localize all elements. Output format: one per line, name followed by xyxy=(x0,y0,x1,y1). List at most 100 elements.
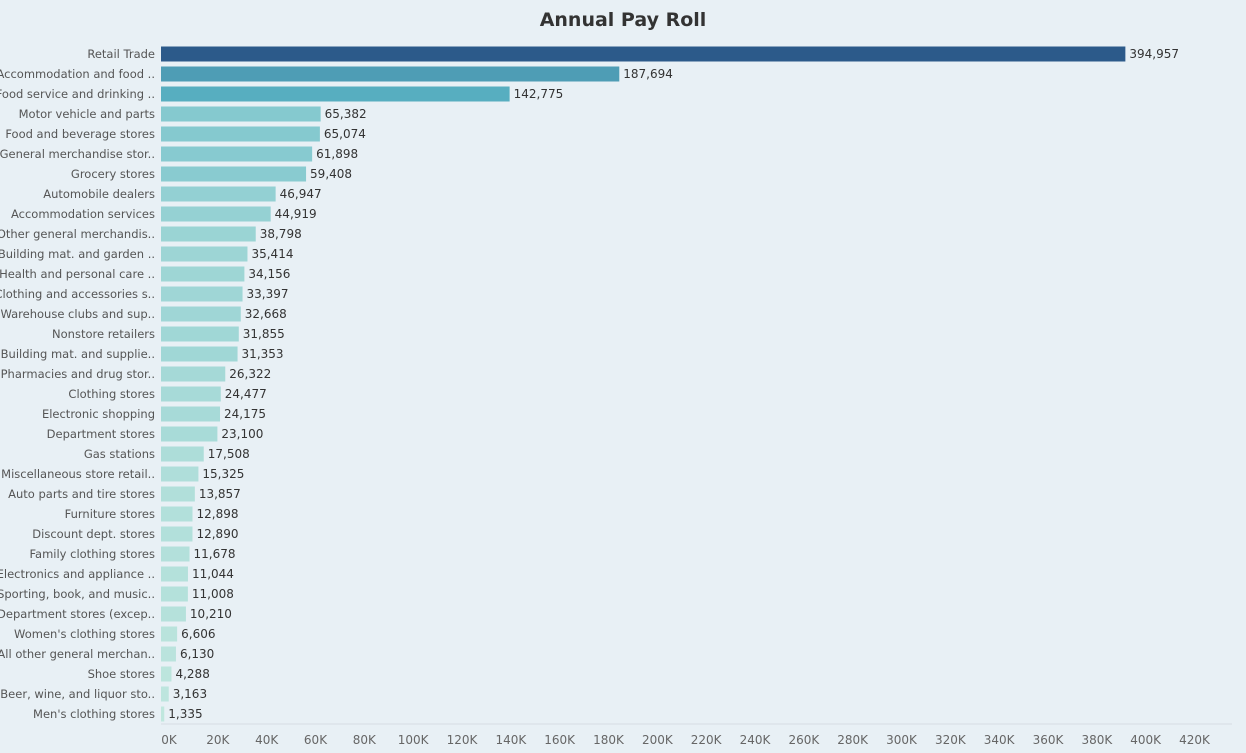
value-label: 187,694 xyxy=(623,67,673,81)
value-label: 23,100 xyxy=(221,427,263,441)
bar[interactable] xyxy=(161,506,193,522)
category-label: Discount dept. stores xyxy=(32,527,155,541)
category-label: Food service and drinking .. xyxy=(0,87,155,101)
category-label: Warehouse clubs and sup.. xyxy=(0,307,155,321)
category-label: Men's clothing stores xyxy=(33,707,155,721)
x-tick-label: 360K xyxy=(1033,733,1065,747)
value-label: 34,156 xyxy=(248,267,290,281)
bar[interactable] xyxy=(161,46,1126,62)
category-label: Sporting, book, and music.. xyxy=(0,587,155,601)
category-label: Automobile dealers xyxy=(43,187,155,201)
value-label: 6,130 xyxy=(180,647,214,661)
bar[interactable] xyxy=(161,306,241,322)
value-label: 59,408 xyxy=(310,167,352,181)
x-tick-label: 40K xyxy=(255,733,279,747)
x-tick-label: 260K xyxy=(788,733,820,747)
category-label: Shoe stores xyxy=(88,667,155,681)
value-label: 13,857 xyxy=(199,487,241,501)
x-tick-label: 100K xyxy=(398,733,430,747)
value-label: 24,477 xyxy=(225,387,267,401)
bar[interactable] xyxy=(161,666,172,682)
category-label: Department stores (excep.. xyxy=(0,607,155,621)
x-tick-label: 220K xyxy=(691,733,723,747)
value-label: 3,163 xyxy=(173,687,207,701)
bar[interactable] xyxy=(161,286,243,302)
x-tick-label: 160K xyxy=(544,733,576,747)
category-label: Accommodation services xyxy=(11,207,155,221)
chart-title: Annual Pay Roll xyxy=(539,9,707,31)
x-tick-label: 80K xyxy=(353,733,377,747)
bar[interactable] xyxy=(161,186,276,202)
bar[interactable] xyxy=(161,326,239,342)
category-label: Building mat. and supplie.. xyxy=(1,347,155,361)
category-label: Food and beverage stores xyxy=(5,127,155,141)
x-tick-label: 400K xyxy=(1130,733,1162,747)
value-label: 26,322 xyxy=(229,367,271,381)
value-label: 38,798 xyxy=(260,227,302,241)
bar[interactable] xyxy=(161,486,195,502)
x-tick-label: 420K xyxy=(1179,733,1211,747)
value-label: 4,288 xyxy=(175,667,209,681)
value-label: 142,775 xyxy=(514,87,564,101)
bar[interactable] xyxy=(161,466,199,482)
bar[interactable] xyxy=(161,346,238,362)
bar[interactable] xyxy=(161,546,190,562)
bar[interactable] xyxy=(161,246,248,262)
x-tick-label: 0K xyxy=(161,733,178,747)
category-label: Electronics and appliance .. xyxy=(0,567,155,581)
bar[interactable] xyxy=(161,706,165,722)
bar[interactable] xyxy=(161,606,186,622)
category-label: Building mat. and garden .. xyxy=(0,247,155,261)
bar[interactable] xyxy=(161,626,178,642)
bar[interactable] xyxy=(161,426,218,442)
bar[interactable] xyxy=(161,386,221,402)
bar[interactable] xyxy=(161,146,313,162)
bar[interactable] xyxy=(161,106,321,122)
bar[interactable] xyxy=(161,126,320,142)
category-label: Health and personal care .. xyxy=(0,267,155,281)
value-label: 31,855 xyxy=(243,327,285,341)
category-label: Nonstore retailers xyxy=(52,327,155,341)
value-label: 6,606 xyxy=(181,627,215,641)
value-label: 11,044 xyxy=(192,567,234,581)
bar[interactable] xyxy=(161,406,221,422)
bar[interactable] xyxy=(161,686,169,702)
bar[interactable] xyxy=(161,366,226,382)
bar[interactable] xyxy=(161,86,510,102)
bar[interactable] xyxy=(161,586,188,602)
value-label: 33,397 xyxy=(247,287,289,301)
value-label: 32,668 xyxy=(245,307,287,321)
bar[interactable] xyxy=(161,206,271,222)
category-label: Retail Trade xyxy=(87,47,155,61)
bar[interactable] xyxy=(161,266,245,282)
value-label: 17,508 xyxy=(208,447,250,461)
value-label: 31,353 xyxy=(242,347,284,361)
x-tick-label: 20K xyxy=(206,733,230,747)
value-label: 394,957 xyxy=(1129,47,1179,61)
category-label: Department stores xyxy=(47,427,155,441)
category-label: Furniture stores xyxy=(65,507,155,521)
category-label: General merchandise stor.. xyxy=(0,147,155,161)
category-label: Motor vehicle and parts xyxy=(19,107,155,121)
category-label: Gas stations xyxy=(84,447,155,461)
bar[interactable] xyxy=(161,226,256,242)
bar[interactable] xyxy=(161,566,188,582)
x-tick-label: 240K xyxy=(740,733,772,747)
x-tick-label: 200K xyxy=(642,733,674,747)
value-label: 65,074 xyxy=(324,127,366,141)
value-label: 11,008 xyxy=(192,587,234,601)
category-label: Miscellaneous store retail.. xyxy=(1,467,155,481)
bar[interactable] xyxy=(161,446,204,462)
category-label: Accommodation and food .. xyxy=(0,67,155,81)
bar[interactable] xyxy=(161,66,620,82)
x-tick-label: 280K xyxy=(837,733,869,747)
bar[interactable] xyxy=(161,526,193,542)
bar[interactable] xyxy=(161,646,176,662)
category-label: Clothing stores xyxy=(68,387,155,401)
x-tick-label: 340K xyxy=(984,733,1016,747)
category-label: Beer, wine, and liquor sto.. xyxy=(0,687,155,701)
x-tick-label: 120K xyxy=(447,733,479,747)
bar[interactable] xyxy=(161,166,307,182)
